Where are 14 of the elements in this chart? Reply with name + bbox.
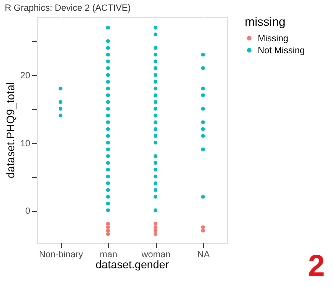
y-axis-title: dataset.PHQ9_total <box>5 82 18 179</box>
legend-label: Not Missing <box>258 46 306 56</box>
chart-title: R Graphics: Device 2 (ACTIVE) <box>4 3 132 13</box>
y-tick-label: 0 <box>25 206 30 216</box>
text: 2 <box>308 250 325 283</box>
y-tick-label: 20 <box>20 70 30 81</box>
x-tick-label: man <box>100 250 118 260</box>
x-tick-label: Non-binary <box>39 250 84 260</box>
x-axis-title: dataset.gender <box>96 260 170 272</box>
legend-title: missing <box>245 15 286 29</box>
legend-label: Missing <box>258 34 289 44</box>
y-tick-label: 10 <box>20 138 30 148</box>
x-tick-label: woman <box>140 250 171 260</box>
x-tick-label: NA <box>197 250 210 260</box>
